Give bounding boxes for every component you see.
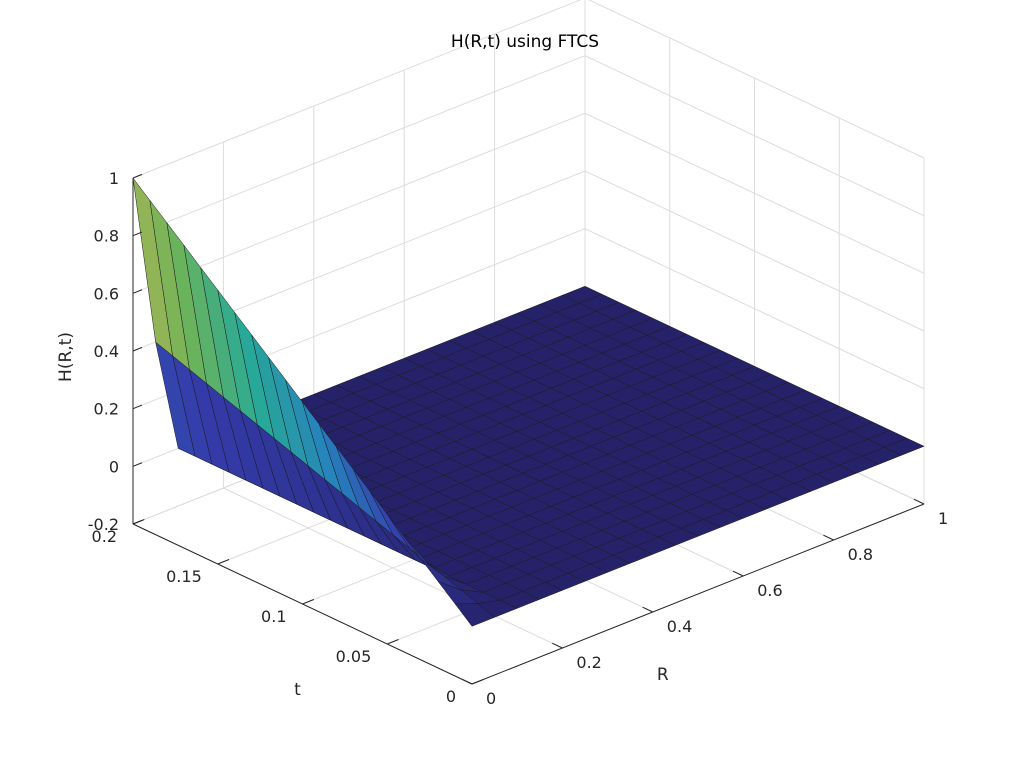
- r-axis-line: [471, 503, 925, 685]
- r-tick: [823, 534, 834, 541]
- r-tick-label: 0.4: [667, 617, 692, 636]
- t-tick: [302, 599, 314, 605]
- t-tick: [217, 559, 230, 565]
- gridline-h-back: [132, 170, 925, 352]
- r-tick: [461, 678, 473, 685]
- h-tick-label: -0.2: [88, 515, 119, 534]
- h-tick: [132, 231, 143, 237]
- r-tick-label: 0: [486, 689, 496, 708]
- r-tick: [732, 570, 744, 577]
- t-tick-label: 0.15: [166, 567, 202, 586]
- t-axis-label: t: [294, 680, 301, 700]
- r-tick-label: 0.6: [757, 581, 782, 600]
- h-tick: [132, 404, 143, 410]
- r-tick: [913, 498, 925, 505]
- h-tick: [132, 519, 143, 525]
- chart-title: H(R,t) using FTCS: [451, 32, 599, 52]
- r-axis-label: R: [657, 665, 669, 685]
- t-tick-label: 0.05: [336, 647, 372, 666]
- t-tick: [471, 679, 484, 685]
- r-tick-label: 0.2: [576, 653, 601, 672]
- t-tick-label: 0.1: [261, 607, 286, 626]
- r-tick: [642, 606, 654, 613]
- h-tick-label: 0.4: [94, 342, 119, 361]
- r-tick-label: 1: [938, 509, 948, 528]
- t-tick-label: 0.2: [92, 527, 117, 546]
- gridline-h-back: [132, 0, 925, 179]
- h-tick: [132, 173, 143, 179]
- r-tick: [552, 642, 563, 649]
- t-tick: [387, 639, 399, 645]
- h-tick-label: 0.8: [94, 227, 119, 246]
- h-tick-label: 0: [109, 457, 119, 476]
- gridline-h-back: [132, 112, 925, 294]
- h-tick: [132, 289, 143, 294]
- h-tick-label: 0.6: [94, 284, 119, 303]
- axes-lines: [132, 173, 925, 685]
- h-axis-label: H(R,t): [56, 332, 76, 382]
- surface: [132, 177, 925, 627]
- axes-labels: 00.20.40.60.8100.050.10.150.2-0.200.20.4…: [56, 169, 948, 708]
- r-tick-label: 0.8: [848, 545, 873, 564]
- h-tick-label: 0.2: [94, 400, 119, 419]
- gridline-h-back: [132, 55, 925, 237]
- t-tick-label: 0: [446, 687, 456, 706]
- h-tick: [132, 346, 143, 352]
- h-tick: [132, 462, 143, 467]
- h-tick-label: 1: [109, 169, 119, 188]
- gridline-h-back: [132, 228, 925, 410]
- surface-patch: [454, 603, 496, 627]
